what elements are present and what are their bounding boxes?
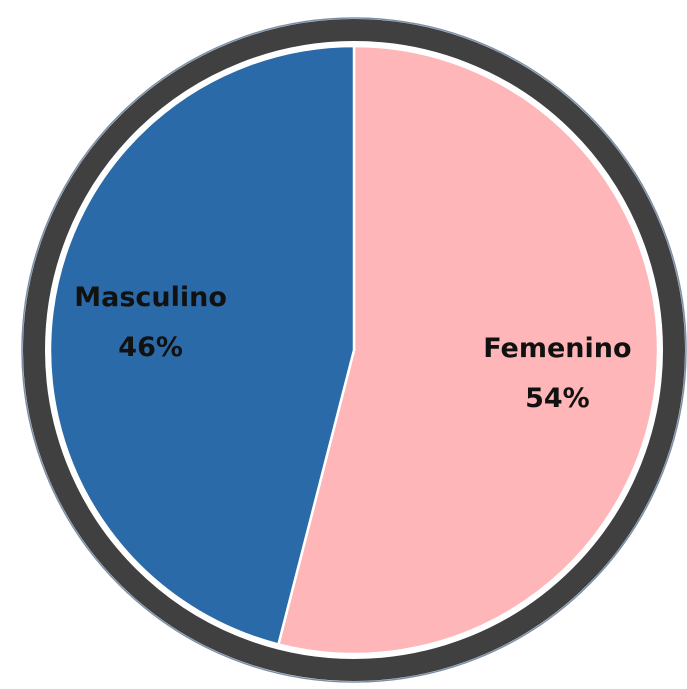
outer-ring bbox=[23, 19, 685, 681]
slice-value-label: 54% bbox=[525, 383, 590, 414]
pie-slice bbox=[48, 44, 356, 646]
outer-border bbox=[21, 17, 687, 683]
slice-category-label: Femenino bbox=[483, 333, 631, 364]
slice-category-label: Masculino bbox=[74, 282, 227, 313]
slice-value-label: 46% bbox=[118, 332, 183, 363]
pie-slice bbox=[276, 44, 660, 656]
